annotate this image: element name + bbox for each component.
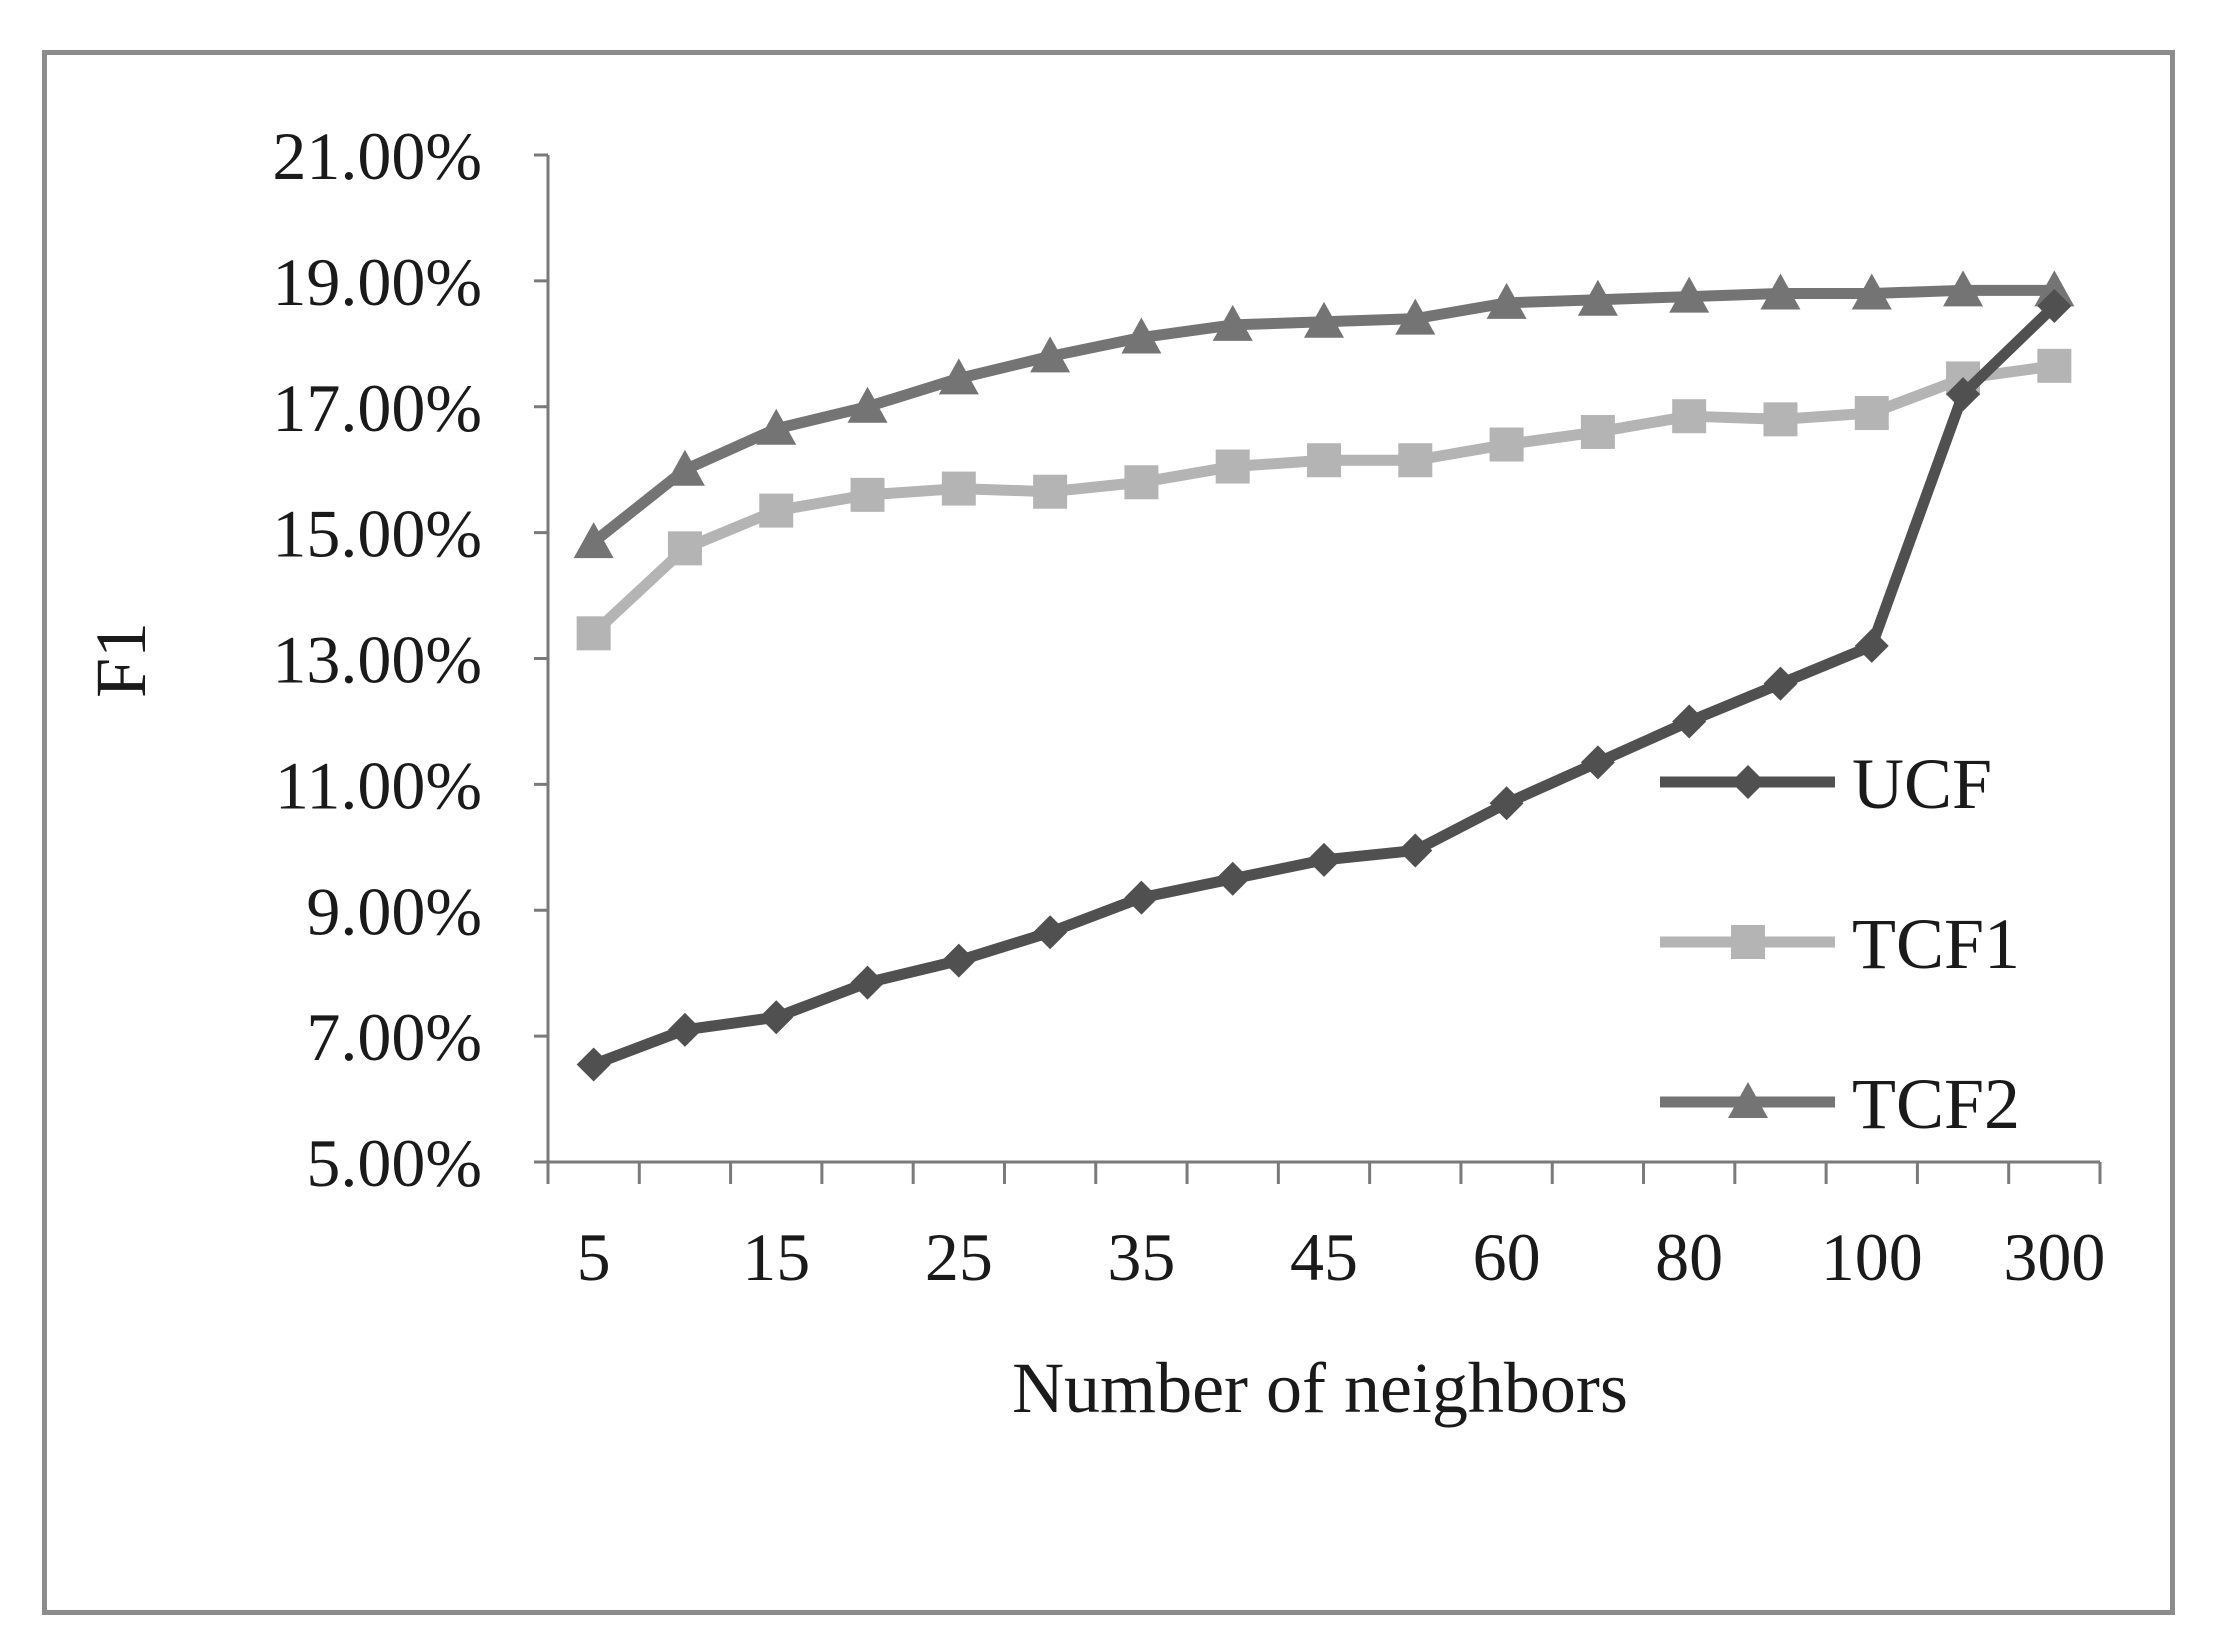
chart-frame <box>42 50 2175 1615</box>
series-layer <box>573 270 2075 1082</box>
data-point <box>759 493 794 528</box>
data-point <box>1669 276 1710 313</box>
x-tick-label: 100 <box>1821 1219 1923 1295</box>
y-tick-label: 11.00% <box>275 747 482 823</box>
data-point <box>759 1000 794 1035</box>
data-point <box>576 1047 611 1082</box>
y-tick-label: 9.00% <box>306 873 482 949</box>
data-point <box>1672 399 1707 434</box>
x-tick-label: 25 <box>925 1219 993 1295</box>
x-tick-label: 15 <box>742 1219 810 1295</box>
x-tick-label: 5 <box>577 1219 611 1295</box>
data-point <box>1124 880 1159 915</box>
data-point <box>2037 348 2072 383</box>
data-point <box>1577 279 1618 316</box>
data-point <box>1763 666 1798 701</box>
y-tick-label: 7.00% <box>306 999 482 1075</box>
data-point <box>850 477 885 512</box>
data-point <box>1398 833 1433 868</box>
data-point <box>1033 915 1068 950</box>
data-point <box>850 965 885 1000</box>
data-point <box>576 616 611 651</box>
data-point <box>1307 842 1341 877</box>
data-point <box>1398 443 1433 478</box>
legend-entry-tcf1: TCF1 <box>1660 904 2020 984</box>
x-tick-label: 80 <box>1655 1219 1723 1295</box>
data-point <box>1760 273 1801 310</box>
legend-marker <box>1731 925 1765 959</box>
data-point <box>756 408 797 445</box>
data-point <box>1215 449 1250 484</box>
y-tick-label: 21.00% <box>272 118 482 194</box>
data-point <box>664 449 705 486</box>
series-tcf1 <box>576 348 2072 651</box>
series-tcf2 <box>573 270 2075 559</box>
data-point <box>1395 298 1436 335</box>
data-point <box>938 358 979 395</box>
data-point <box>1763 402 1798 437</box>
legend-label: TCF1 <box>1852 904 2020 984</box>
data-point <box>1580 745 1615 780</box>
y-axis-title: F1 <box>81 622 161 698</box>
data-point <box>1033 474 1068 509</box>
data-point <box>1851 273 1892 310</box>
data-point <box>573 522 614 559</box>
data-point <box>941 471 976 506</box>
data-point <box>1946 377 1981 412</box>
legend-entry-ucf: UCF <box>1660 744 1992 824</box>
x-tick-label: 35 <box>1107 1219 1175 1295</box>
x-axis-title: Number of neighbors <box>1012 1348 1628 1428</box>
legend-label: TCF2 <box>1852 1064 2020 1144</box>
legend-label: UCF <box>1852 744 1992 824</box>
series-line <box>589 360 2056 638</box>
data-point <box>1121 317 1162 354</box>
data-point <box>1212 304 1253 341</box>
data-point <box>2034 270 2075 307</box>
series-ucf <box>576 289 2072 1082</box>
data-point <box>1215 861 1250 896</box>
y-tick-label: 13.00% <box>272 622 482 698</box>
data-point <box>1580 414 1615 449</box>
data-point <box>1304 301 1344 338</box>
data-point <box>1854 628 1889 663</box>
data-point <box>1489 427 1524 462</box>
data-point <box>847 386 888 423</box>
data-point <box>1124 465 1159 500</box>
data-point <box>1672 704 1707 739</box>
legend-entry-tcf2: TCF2 <box>1660 1064 2020 1144</box>
data-point <box>1943 270 1984 307</box>
x-tick-label: 300 <box>2003 1219 2105 1295</box>
axes: 5.00% 7.00% 9.00% 11.00% 13.00% 15.00% 17.00% 1… <box>272 118 2105 1295</box>
data-point <box>1307 443 1341 478</box>
data-point <box>1489 786 1524 821</box>
data-point <box>667 531 702 566</box>
data-point <box>1854 396 1889 431</box>
y-tick-label: 15.00% <box>272 496 482 572</box>
data-point <box>667 1012 702 1047</box>
legend-marker <box>1731 765 1765 799</box>
data-point <box>1486 282 1527 319</box>
data-point <box>2037 289 2072 324</box>
x-tick-label: 45 <box>1290 1219 1358 1295</box>
data-point <box>1030 336 1071 373</box>
legend: UCF TCF1 TCF2 <box>1660 744 2020 1144</box>
y-tick-label: 19.00% <box>272 244 482 320</box>
y-tick-label: 17.00% <box>272 370 482 446</box>
x-tick-label: 60 <box>1473 1219 1541 1295</box>
legend-marker <box>1728 1082 1768 1118</box>
y-tick-label: 5.00% <box>306 1125 482 1201</box>
data-point <box>941 943 976 978</box>
